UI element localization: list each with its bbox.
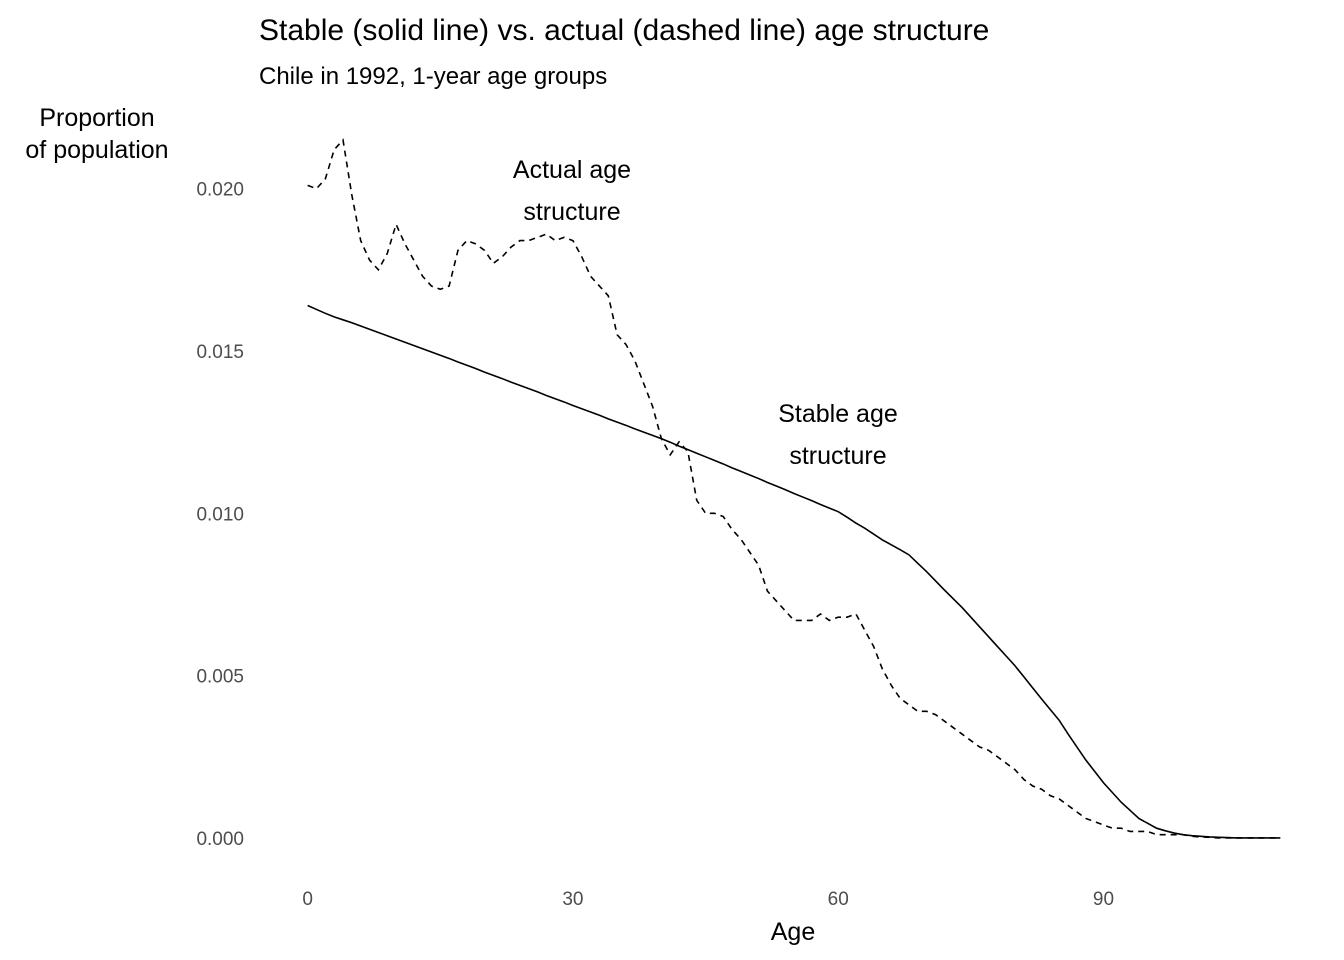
- x-tick-label: 0: [302, 889, 313, 910]
- y-tick-label: 0.000: [196, 829, 244, 850]
- x-tick-label: 90: [1093, 889, 1114, 910]
- annotation: structure: [789, 442, 886, 470]
- y-tick-label: 0.020: [196, 180, 244, 201]
- y-tick-label: 0.015: [196, 342, 244, 363]
- y-axis-title: Proportion: [39, 104, 154, 132]
- chart-subtitle: Chile in 1992, 1-year age groups: [259, 63, 607, 90]
- series-line: [307, 304, 1281, 839]
- x-tick-label: 60: [828, 889, 849, 910]
- series-line: [307, 138, 1281, 839]
- annotation: Actual age: [513, 156, 631, 184]
- annotation: structure: [523, 198, 620, 226]
- x-tick-label: 30: [562, 889, 583, 910]
- y-axis-title: of population: [25, 136, 168, 164]
- y-tick-label: 0.010: [196, 504, 244, 525]
- chart-title: Stable (solid line) vs. actual (dashed l…: [259, 14, 989, 47]
- x-axis-title: Age: [771, 918, 815, 946]
- y-tick-label: 0.005: [196, 667, 244, 688]
- annotation: Stable age: [778, 400, 898, 428]
